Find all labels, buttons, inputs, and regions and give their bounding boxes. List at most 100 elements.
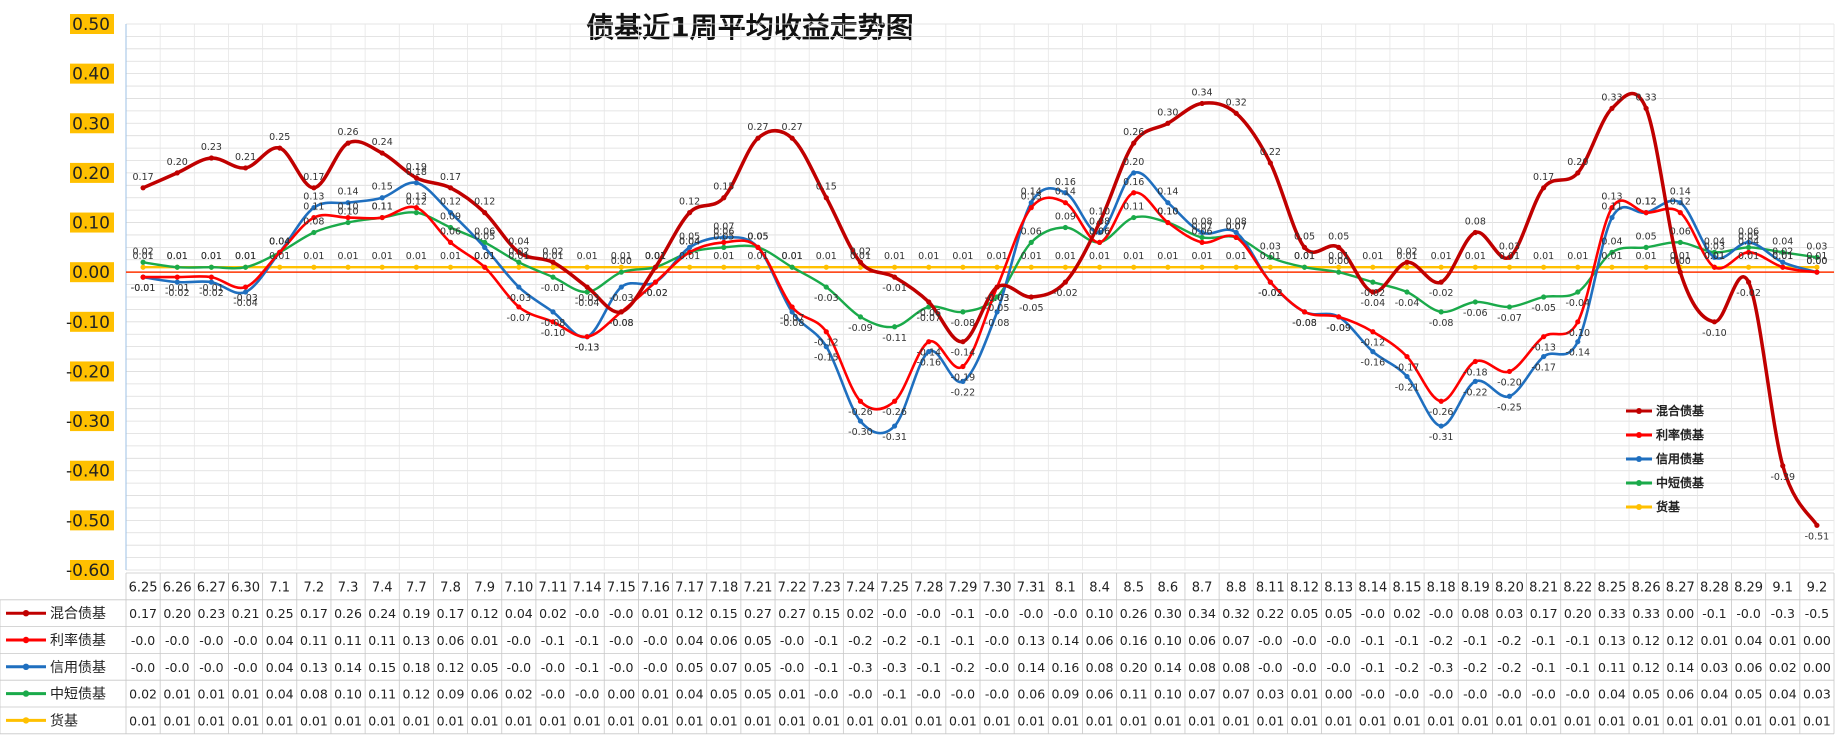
- data-point: [721, 244, 727, 250]
- table-cell: 0.12: [1632, 633, 1660, 648]
- table-cell: 0.08: [1461, 606, 1489, 621]
- table-cell: 0.01: [1120, 713, 1148, 728]
- table-cell: -0.0: [985, 687, 1009, 702]
- data-point: [823, 284, 829, 290]
- data-point: [1506, 393, 1513, 399]
- data-label: -0.30: [848, 427, 873, 438]
- data-label: 0.27: [782, 122, 803, 133]
- table-cell: 0.05: [471, 660, 499, 675]
- data-point: [311, 229, 317, 236]
- data-point: [823, 329, 829, 335]
- data-point: [1780, 264, 1786, 270]
- data-label: -0.08: [541, 318, 566, 329]
- table-cell: 0.00: [1803, 633, 1831, 648]
- table-cell: 0.17: [300, 606, 328, 621]
- data-label: 0.01: [1704, 251, 1725, 262]
- data-label: -0.18: [1463, 368, 1488, 379]
- data-point: [721, 264, 727, 270]
- data-point: [242, 284, 249, 290]
- x-tick-label: 7.1: [269, 580, 290, 595]
- table-cell: 0.01: [334, 713, 362, 728]
- table-cell: 0.01: [642, 713, 670, 728]
- data-point: [242, 264, 249, 270]
- table-cell: 0.01: [983, 713, 1011, 728]
- table-cell: -0.0: [1736, 606, 1760, 621]
- data-label: -0.11: [882, 333, 907, 344]
- data-label: -0.03: [985, 293, 1010, 304]
- data-label: -0.03: [814, 293, 839, 304]
- data-point: [516, 264, 522, 270]
- table-cell: 0.04: [266, 687, 294, 702]
- data-label: -0.09: [1326, 323, 1351, 334]
- data-point: [1131, 140, 1137, 146]
- data-label: 0.01: [679, 251, 700, 262]
- data-label: 0.11: [372, 202, 393, 213]
- table-cell: -0.3: [882, 660, 906, 675]
- data-label: 0.01: [1089, 251, 1110, 262]
- data-label: 0.20: [1123, 157, 1144, 168]
- table-cell: -0.1: [917, 660, 941, 675]
- data-point: [1336, 264, 1342, 270]
- data-label: 0.05: [747, 231, 768, 242]
- data-label: -0.03: [985, 293, 1010, 304]
- table-cell: 0.12: [1666, 633, 1694, 648]
- table-cell: -0.0: [541, 687, 565, 702]
- table-cell: 0.11: [368, 633, 396, 648]
- data-label: -0.07: [916, 313, 941, 324]
- data-point: [1746, 264, 1752, 270]
- x-tick-label: 7.14: [573, 580, 602, 595]
- x-tick-label: 8.25: [1597, 580, 1626, 595]
- table-cell: 0.01: [471, 633, 499, 648]
- table-cell: -0.0: [985, 660, 1009, 675]
- table-cell: 0.01: [949, 713, 977, 728]
- x-tick-label: 8.27: [1666, 580, 1695, 595]
- data-label: -0.01: [165, 283, 190, 294]
- table-cell: 0.32: [1222, 606, 1250, 621]
- table-cell: 0.01: [1564, 713, 1592, 728]
- legend-marker: [1636, 432, 1642, 438]
- data-point: [447, 239, 454, 245]
- data-label: -0.09: [1326, 323, 1351, 334]
- data-point: [242, 289, 249, 295]
- y-tick-highlight: [70, 560, 114, 580]
- table-cell: 0.01: [266, 713, 294, 728]
- table-cell: -0.0: [1258, 660, 1282, 675]
- table-cell: 0.05: [1291, 606, 1319, 621]
- table-cell: 0.04: [1701, 687, 1729, 702]
- data-point: [1199, 229, 1205, 236]
- table-cell: -0.3: [1429, 660, 1453, 675]
- table-cell: 0.01: [1393, 713, 1421, 728]
- table-cell: -0.2: [1429, 633, 1453, 648]
- data-label: 0.14: [1157, 187, 1178, 198]
- data-point: [1096, 229, 1103, 236]
- data-label: -0.10: [1702, 328, 1727, 339]
- data-point: [1370, 329, 1376, 335]
- data-point: [1746, 279, 1752, 285]
- data-label: 0.05: [713, 231, 734, 242]
- table-cell: 0.33: [1632, 606, 1660, 621]
- table-cell: -0.0: [1326, 660, 1350, 675]
- data-point: [994, 284, 1000, 290]
- data-point: [345, 200, 351, 206]
- x-tick-label: 8.26: [1632, 580, 1661, 595]
- data-label: 0.01: [201, 251, 222, 262]
- y-tick-label: -0.50: [66, 511, 110, 531]
- data-label: 0.12: [406, 197, 427, 208]
- data-label: 0.01: [1806, 251, 1827, 262]
- data-label: 0.06: [1089, 226, 1110, 237]
- data-point: [892, 274, 898, 280]
- x-tick-label: 8.12: [1290, 580, 1319, 595]
- data-point: [1609, 105, 1615, 111]
- x-tick-label: 6.30: [231, 580, 260, 595]
- x-tick-label: 8.15: [1393, 580, 1422, 595]
- table-cell: 0.01: [881, 713, 909, 728]
- data-point: [174, 170, 180, 176]
- data-label: -0.39: [1770, 472, 1795, 483]
- data-point: [1643, 210, 1649, 216]
- table-cell: 0.01: [1530, 713, 1558, 728]
- data-label: 0.00: [611, 256, 632, 267]
- data-point: [1541, 334, 1547, 340]
- data-point: [1575, 339, 1581, 345]
- data-label: 0.14: [337, 187, 358, 198]
- data-label: -0.25: [1497, 402, 1522, 413]
